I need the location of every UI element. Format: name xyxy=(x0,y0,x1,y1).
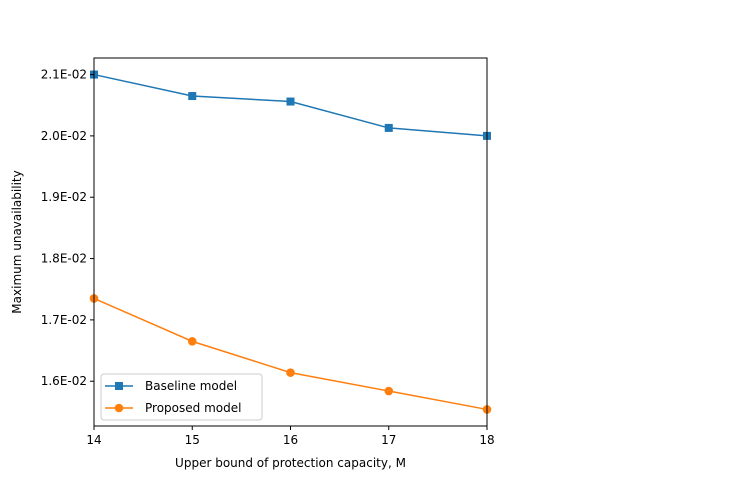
y-tick-label: 1.7E-02 xyxy=(41,313,87,327)
x-tick-label: 17 xyxy=(381,433,396,447)
x-axis: 14 15 16 17 18 xyxy=(86,426,495,447)
series-1-point xyxy=(286,97,295,106)
y-axis: 1.6E-02 1.7E-02 1.8E-02 1.9E-02 2.0E-02 2.1E-… xyxy=(41,68,94,388)
series-1-point xyxy=(188,92,197,101)
x-axis-label: Upper bound of protection capacity, M xyxy=(175,456,406,470)
series-2-point xyxy=(384,386,394,396)
series-2-point xyxy=(286,368,295,377)
legend-label-2: Proposed model xyxy=(145,401,241,415)
legend: Baseline model Proposed model xyxy=(100,373,263,421)
y-axis-label: Maximum unavailability xyxy=(10,170,24,313)
x-tick-label: 18 xyxy=(479,433,494,447)
legend-marker-2 xyxy=(114,403,124,413)
legend-marker-1 xyxy=(115,382,123,390)
y-tick-label: 2.1E-02 xyxy=(41,68,87,82)
y-tick-label: 1.9E-02 xyxy=(41,190,87,204)
y-tick-label: 1.8E-02 xyxy=(41,252,87,266)
series-2-point xyxy=(187,337,197,346)
x-tick-label: 15 xyxy=(185,433,200,447)
legend-label-1: Baseline model xyxy=(145,379,237,393)
y-tick-label: 1.6E-02 xyxy=(41,374,87,388)
legend-box xyxy=(100,373,263,421)
x-tick-label: 14 xyxy=(86,433,101,447)
series-1-point xyxy=(384,123,393,132)
y-tick-label: 2.0E-02 xyxy=(41,129,87,143)
x-tick-label: 16 xyxy=(283,433,298,447)
